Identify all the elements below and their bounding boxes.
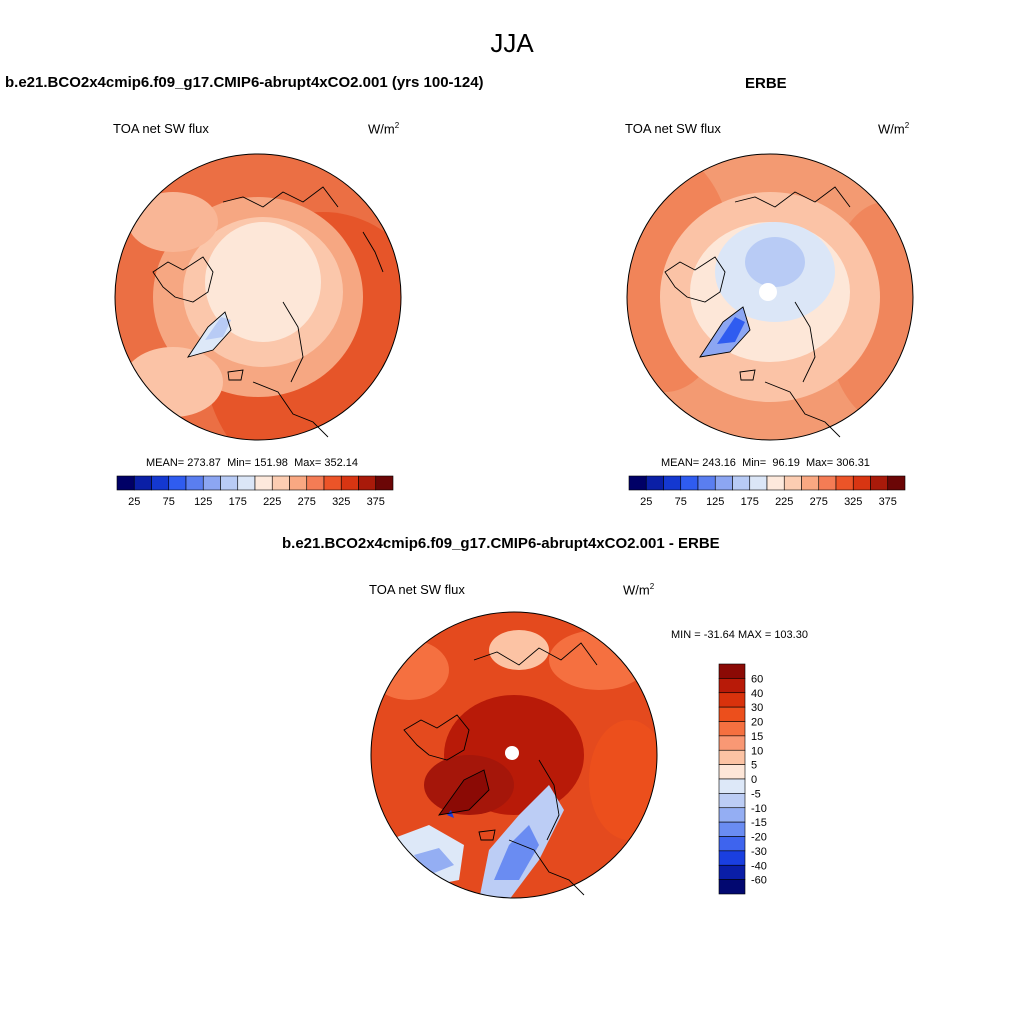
model-colorbar-tick-label: 75 — [163, 496, 175, 508]
model-stats: MEAN= 273.87 Min= 151.98 Max= 352.14 — [146, 457, 358, 469]
model-colorbar-tick-label: 275 — [298, 496, 316, 508]
diff-colorbar-box — [718, 678, 746, 694]
obs-units-label: W/m2 — [878, 121, 910, 137]
model-colorbar-tick-label: 175 — [229, 496, 247, 508]
diff-colorbar-tick-label: -30 — [751, 846, 767, 858]
diff-colorbar-tick-label: 40 — [751, 688, 763, 700]
diff-colorbar-box — [718, 692, 746, 708]
diff-colorbar-tick-label: 60 — [751, 673, 763, 685]
diff-colorbar-tick-label: 30 — [751, 702, 763, 714]
model-colorbar-box — [358, 475, 377, 491]
model-colorbar-box — [237, 475, 256, 491]
obs-colorbar-tick-label: 225 — [775, 496, 793, 508]
model-colorbar-box — [151, 475, 170, 491]
obs-colorbar-box — [732, 475, 751, 491]
obs-colorbar-box — [818, 475, 837, 491]
diff-panel-title: b.e21.BCO2x4cmip6.f09_g17.CMIP6-abrupt4x… — [282, 535, 720, 552]
model-colorbar-box — [168, 475, 187, 491]
model-colorbar-tick-label: 225 — [263, 496, 281, 508]
obs-colorbar-box — [852, 475, 871, 491]
model-colorbar-box — [289, 475, 308, 491]
model-colorbar-box — [271, 475, 290, 491]
diff-colorbar-box — [718, 836, 746, 852]
model-colorbar: 25 75 125 175 225 275 325 375 — [116, 475, 394, 508]
obs-colorbar-box — [663, 475, 682, 491]
diff-colorbar-tick-label: 10 — [751, 745, 763, 757]
obs-panel-title: ERBE — [745, 75, 787, 92]
model-colorbar-tick-label: 325 — [332, 496, 350, 508]
model-colorbar-box — [323, 475, 342, 491]
diff-colorbar-box — [718, 850, 746, 866]
model-colorbar-tick-label: 375 — [367, 496, 385, 508]
obs-colorbar-tick-label: 375 — [879, 496, 897, 508]
diff-colorbar-box — [718, 706, 746, 722]
diff-colorbar-box — [718, 721, 746, 737]
obs-polar-map — [626, 153, 914, 441]
obs-stats: MEAN= 243.16 Min= 96.19 Max= 306.31 — [661, 457, 870, 469]
model-colorbar-box — [254, 475, 273, 491]
model-colorbar-box — [202, 475, 221, 491]
model-colorbar-box — [185, 475, 204, 491]
diff-colorbar-tick-label: -40 — [751, 860, 767, 872]
diff-colorbar-box — [718, 778, 746, 794]
model-colorbar-box — [116, 475, 135, 491]
season-title: JJA — [490, 28, 534, 58]
obs-colorbar-box — [835, 475, 854, 491]
model-polar-map — [114, 153, 402, 441]
obs-variable-label: TOA net SW flux — [625, 121, 721, 136]
diff-colorbar-box — [718, 793, 746, 809]
diff-colorbar-box — [718, 807, 746, 823]
diff-colorbar-box — [718, 663, 746, 679]
obs-colorbar-tick-label: 325 — [844, 496, 862, 508]
diff-colorbar-box — [718, 879, 746, 895]
diff-colorbar-box — [718, 764, 746, 780]
diff-polar-map — [370, 611, 658, 899]
model-colorbar-box — [133, 475, 152, 491]
obs-colorbar-box — [714, 475, 733, 491]
diff-colorbar-box — [718, 864, 746, 880]
model-colorbar-tick-label: 25 — [128, 496, 140, 508]
diff-colorbar-tick-label: -15 — [751, 817, 767, 829]
obs-colorbar-box — [766, 475, 785, 491]
obs-colorbar-box — [628, 475, 647, 491]
diff-colorbar-tick-label: -10 — [751, 803, 767, 815]
obs-colorbar: 25 75 125 175 225 275 325 375 — [628, 475, 906, 508]
diff-colorbar-tick-label: 5 — [751, 760, 757, 772]
obs-colorbar-box — [887, 475, 906, 491]
model-colorbar-box — [306, 475, 325, 491]
diff-variable-label: TOA net SW flux — [369, 582, 465, 597]
diff-colorbar-tick-label: 20 — [751, 717, 763, 729]
obs-colorbar-box — [749, 475, 768, 491]
model-colorbar-box — [220, 475, 239, 491]
obs-colorbar-box — [680, 475, 699, 491]
model-colorbar-tick-label: 125 — [194, 496, 212, 508]
model-units-label: W/m2 — [368, 121, 400, 137]
obs-colorbar-box — [870, 475, 889, 491]
model-colorbar-box — [340, 475, 359, 491]
obs-colorbar-box — [783, 475, 802, 491]
model-panel-title: b.e21.BCO2x4cmip6.f09_g17.CMIP6-abrupt4x… — [5, 74, 484, 91]
obs-colorbar-tick-label: 275 — [810, 496, 828, 508]
diff-colorbar: 60 40 30 20 15 10 5 0 -5 -10 -15 -20 -30 -40 -60 — [718, 663, 767, 895]
diff-colorbar-tick-label: -60 — [751, 875, 767, 887]
diff-colorbar-tick-label: 15 — [751, 731, 763, 743]
diff-colorbar-tick-label: -5 — [751, 788, 761, 800]
obs-colorbar-tick-label: 75 — [675, 496, 687, 508]
diff-colorbar-tick-label: -20 — [751, 832, 767, 844]
diff-colorbar-tick-label: 0 — [751, 774, 757, 786]
obs-colorbar-box — [697, 475, 716, 491]
obs-colorbar-tick-label: 125 — [706, 496, 724, 508]
model-colorbar-box — [375, 475, 394, 491]
obs-colorbar-tick-label: 25 — [640, 496, 652, 508]
diff-units-label: W/m2 — [623, 582, 655, 598]
obs-colorbar-tick-label: 175 — [741, 496, 759, 508]
model-variable-label: TOA net SW flux — [113, 121, 209, 136]
obs-colorbar-box — [801, 475, 820, 491]
diff-minmax: MIN = -31.64 MAX = 103.30 — [671, 629, 808, 641]
diff-colorbar-box — [718, 821, 746, 837]
diff-colorbar-box — [718, 735, 746, 751]
obs-colorbar-box — [645, 475, 664, 491]
diff-colorbar-box — [718, 749, 746, 765]
